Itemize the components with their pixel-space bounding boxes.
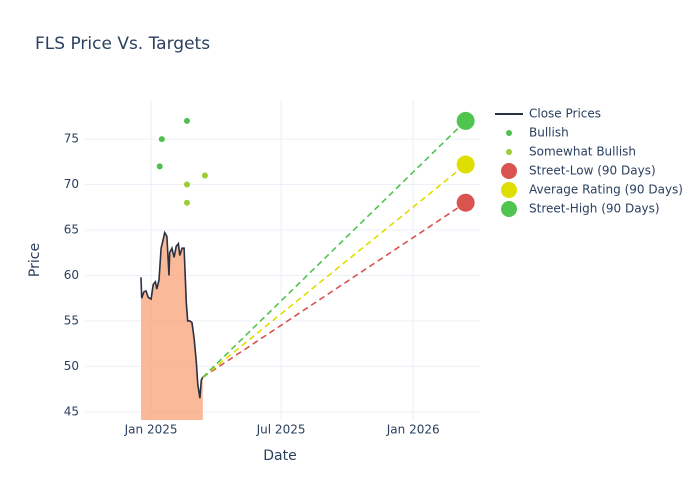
target-line	[202, 163, 467, 378]
rating-marker	[183, 117, 190, 124]
legend-label: Average Rating (90 Days)	[529, 183, 683, 197]
chart-title: FLS Price Vs. Targets	[35, 34, 210, 54]
legend-label: Close Prices	[529, 107, 601, 121]
x-tick-label: Jan 2026	[386, 423, 440, 437]
close-line	[140, 230, 204, 399]
y-tick-label: 45	[64, 404, 79, 418]
plot-area	[140, 120, 467, 420]
close-area	[141, 232, 203, 420]
y-tick-label: 70	[64, 177, 79, 191]
y-tick-label: 65	[64, 223, 79, 237]
y-tick-label: 60	[64, 268, 79, 282]
legend-swatch	[501, 163, 517, 179]
y-tick-label: 75	[64, 132, 79, 146]
legend-swatch	[501, 201, 517, 217]
target-marker	[456, 111, 475, 130]
legend-label: Street-High (90 Days)	[529, 202, 660, 216]
x-axis-title: Date	[263, 448, 296, 464]
legend-label: Somewhat Bullish	[529, 145, 636, 159]
target-marker	[456, 155, 475, 174]
legend-label: Bullish	[529, 126, 569, 140]
target-line	[202, 202, 467, 378]
rating-marker	[201, 172, 208, 179]
rating-marker	[158, 136, 165, 143]
legend: Close Prices Bullish Somewhat Bullish Stree…	[495, 107, 683, 217]
legend-swatch	[506, 149, 512, 155]
x-tick-label: Jan 2025	[124, 423, 178, 437]
legend-swatch	[506, 130, 512, 136]
target-line	[202, 120, 467, 378]
y-axis-title: Price	[27, 243, 43, 277]
legend-label: Street-Low (90 Days)	[529, 164, 656, 178]
rating-marker	[183, 181, 190, 188]
rating-marker	[183, 199, 190, 206]
legend-swatch	[501, 182, 517, 198]
x-tick-label: Jul 2025	[256, 423, 306, 437]
y-tick-label: 50	[64, 359, 79, 373]
target-marker	[456, 193, 475, 212]
rating-marker	[156, 163, 163, 170]
y-tick-label: 55	[64, 313, 79, 327]
